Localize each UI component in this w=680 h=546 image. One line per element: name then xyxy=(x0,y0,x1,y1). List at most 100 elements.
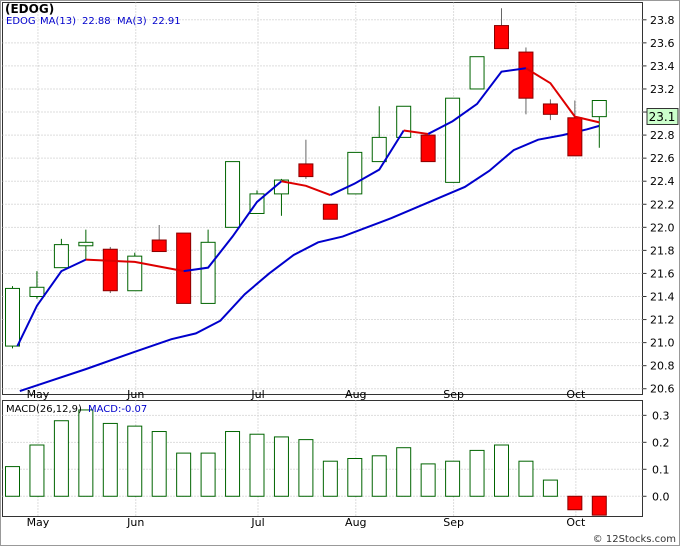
legend-ma13-label: MA(13) xyxy=(40,16,76,27)
candle xyxy=(53,238,69,269)
price-y-tick-label: 22.6 xyxy=(650,152,675,165)
ma3-line-segment-down xyxy=(403,129,429,135)
price-y-tick-label: 22.4 xyxy=(650,175,675,188)
price-y-tick-label: 21.8 xyxy=(650,244,675,257)
candle xyxy=(5,286,20,349)
candle xyxy=(396,105,412,138)
candle-body-up xyxy=(200,241,216,304)
macd-x-tick-label: Jun xyxy=(126,516,144,529)
candle-body-up xyxy=(445,97,461,183)
last-price-label: 23.1 xyxy=(649,110,676,124)
macd-bar-positive xyxy=(494,444,509,497)
candle-body-down xyxy=(542,103,558,115)
ma3-layer xyxy=(16,67,600,347)
ma3-line-segment-down xyxy=(85,258,184,273)
candle-body-down xyxy=(176,232,192,304)
price-y-tick-label: 21.6 xyxy=(650,267,675,280)
legend-ma3-label: MA(3) xyxy=(117,16,147,27)
price-y-tick-label: 21.2 xyxy=(650,314,675,327)
macd-bar-positive xyxy=(5,466,20,497)
price-x-tick-label: Oct xyxy=(566,388,586,401)
candle xyxy=(347,151,363,195)
macd-x-tick-label: May xyxy=(27,516,50,529)
candle-body-up xyxy=(371,136,387,163)
macd-bar-positive xyxy=(225,431,241,497)
price-y-tick-label: 23.4 xyxy=(650,60,675,73)
candle-body-up xyxy=(5,287,20,347)
macd-bar-positive xyxy=(200,452,216,497)
candle-body-down xyxy=(151,239,167,253)
macd-bar-positive xyxy=(445,460,461,497)
macd-y-tick-label: 0.0 xyxy=(652,490,670,503)
ma13-line xyxy=(19,124,600,392)
candle-body-down xyxy=(567,117,583,157)
macd-bar-positive xyxy=(542,479,558,497)
symbol-title: (EDOG) xyxy=(5,2,54,16)
candle-body-down xyxy=(420,134,436,163)
candle xyxy=(298,139,314,179)
price-x-tick-label: May xyxy=(27,388,50,401)
candle-body-up xyxy=(225,161,241,228)
macd-bar-positive xyxy=(78,409,94,497)
macd-label: MACD(26,12,9) xyxy=(6,404,82,415)
macd-bar-positive xyxy=(347,458,363,497)
price-x-axis: May Jun Jul Aug Sep Oct xyxy=(27,388,586,401)
price-panel: 20.6 20.8 21.0 21.2 21.4 21.6 21.8 22.0 22.2 22.4… xyxy=(2,2,679,396)
macd-bar-positive xyxy=(322,460,338,497)
candle-body-up xyxy=(591,100,607,118)
ma3-line-segment-up xyxy=(427,67,527,135)
ma13-layer xyxy=(19,124,600,392)
candle-body-up xyxy=(127,255,143,292)
price-x-tick-label: Jun xyxy=(126,388,144,401)
macd-x-tick-label: Sep xyxy=(443,516,464,529)
macd-y-tick-label: 0.1 xyxy=(652,463,670,476)
macd-y-axis: 0.3 0.2 0.1 0.0 xyxy=(642,409,670,503)
candle xyxy=(420,134,436,163)
macd-bar-positive xyxy=(298,439,314,497)
price-y-tick-label: 23.6 xyxy=(650,37,675,50)
candle xyxy=(591,100,607,148)
macd-bars xyxy=(5,409,607,516)
candle xyxy=(567,100,583,157)
legend-symbol: EDOG xyxy=(6,16,36,27)
candle xyxy=(151,225,167,253)
macd-bar-positive xyxy=(518,460,534,497)
price-y-tick-label: 22.8 xyxy=(650,129,675,142)
price-x-tick-label: Sep xyxy=(443,388,464,401)
price-plot-area xyxy=(2,2,643,395)
price-x-tick-label: Aug xyxy=(345,388,366,401)
macd-plot-area xyxy=(2,400,643,517)
watermark: © 12Stocks.com xyxy=(593,534,676,545)
price-y-tick-label: 23.8 xyxy=(650,14,675,27)
price-y-tick-label: 21.4 xyxy=(650,291,675,304)
macd-value-label: MACD:-0.07 xyxy=(88,404,147,415)
macd-y-tick-label: 0.3 xyxy=(652,409,670,422)
candle xyxy=(176,232,192,304)
legend-ma3-value: 22.91 xyxy=(152,16,181,27)
price-y-tick-label: 20.6 xyxy=(650,383,675,396)
candle-body-down xyxy=(102,248,118,292)
price-x-tick-label: Jul xyxy=(250,388,264,401)
candle xyxy=(542,99,558,121)
candle xyxy=(518,47,534,115)
candle-body-up xyxy=(29,286,45,297)
candle-body-up xyxy=(396,105,412,138)
candle-body-down xyxy=(322,203,338,220)
macd-bar-negative xyxy=(567,495,583,511)
candle xyxy=(102,246,118,294)
legend-ma13-value: 22.88 xyxy=(82,16,111,27)
candle xyxy=(371,106,387,163)
candle xyxy=(445,97,461,183)
price-y-tick-label: 20.8 xyxy=(650,360,675,373)
price-y-tick-label: 21.0 xyxy=(650,337,675,350)
macd-bar-positive xyxy=(176,452,192,497)
macd-x-tick-label: Aug xyxy=(345,516,366,529)
macd-bar-positive xyxy=(469,449,485,497)
macd-bar-positive xyxy=(273,436,289,497)
macd-bar-positive xyxy=(420,463,436,497)
macd-bar-positive xyxy=(151,431,167,497)
macd-x-tick-label: Oct xyxy=(566,516,586,529)
ma3-line-segment-up xyxy=(329,129,405,196)
ma3-line-segment-down xyxy=(281,180,331,196)
